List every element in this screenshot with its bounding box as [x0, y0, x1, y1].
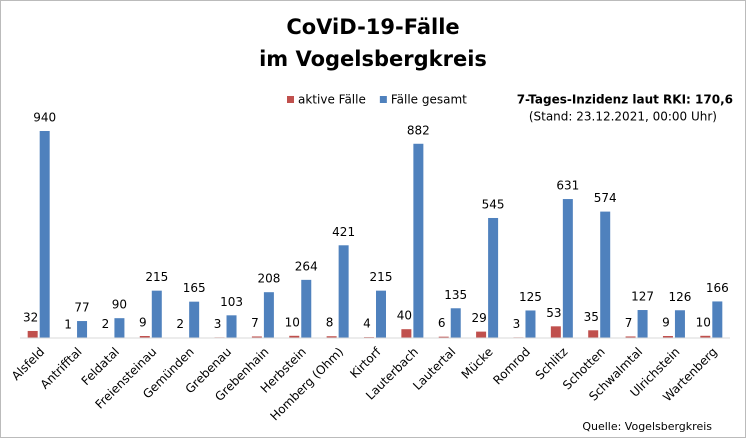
bar [301, 279, 312, 338]
annotation: 7-Tages-Inzidenz laut RKI: 170,6 [517, 93, 733, 107]
value-label: 2 [102, 317, 110, 331]
chart-title: im Vogelsbergkreis [259, 47, 487, 71]
bar [625, 336, 636, 338]
bar [550, 326, 561, 338]
bar [476, 331, 487, 338]
legend-swatch [287, 96, 294, 103]
value-label: 940 [33, 111, 56, 125]
value-label: 29 [471, 311, 486, 325]
bar [488, 217, 499, 338]
value-label: 6 [438, 316, 446, 330]
bar [588, 330, 599, 338]
bar [674, 310, 685, 338]
value-label: 8 [326, 316, 334, 330]
value-label: 135 [444, 288, 467, 302]
value-label: 77 [74, 301, 89, 315]
bar [401, 329, 412, 338]
bar [27, 330, 38, 338]
bar [263, 292, 274, 338]
bar [226, 315, 237, 338]
value-label: 9 [139, 316, 147, 330]
value-label: 3 [214, 317, 222, 331]
bar [251, 336, 262, 338]
bar [450, 308, 461, 338]
bar [712, 301, 723, 338]
value-label: 165 [183, 281, 206, 295]
value-label: 40 [397, 309, 412, 323]
bar [637, 310, 648, 338]
bar [77, 321, 88, 338]
value-label: 208 [257, 272, 280, 286]
source: Quelle: Vogelsbergkreis [582, 420, 712, 433]
bar [562, 199, 573, 338]
value-label: 127 [631, 290, 654, 304]
bar [39, 131, 50, 338]
value-label: 9 [662, 316, 670, 330]
value-label: 32 [23, 310, 38, 324]
bar [376, 290, 386, 338]
value-label: 7 [251, 316, 259, 330]
value-label: 4 [363, 317, 371, 331]
value-label: 421 [332, 225, 355, 239]
legend-label: Fälle gesamt [391, 93, 467, 107]
value-label: 103 [220, 295, 243, 309]
annotation: (Stand: 23.12.2021, 00:00 Uhr) [529, 110, 717, 124]
legend-swatch [379, 96, 387, 103]
value-label: 166 [706, 281, 729, 295]
value-label: 10 [696, 315, 711, 329]
value-label: 53 [546, 306, 561, 320]
value-label: 126 [668, 290, 691, 304]
bar [413, 143, 424, 338]
value-label: 574 [594, 191, 617, 205]
bar [438, 336, 449, 338]
bar [189, 301, 200, 338]
bar [338, 245, 349, 338]
bar [114, 318, 125, 338]
bar [525, 310, 536, 338]
value-label: 35 [584, 310, 599, 324]
value-label: 264 [295, 259, 318, 273]
value-label: 125 [519, 290, 542, 304]
bar [151, 290, 162, 338]
chart-title: CoViD-19-Fälle [286, 15, 459, 39]
value-label: 2 [176, 317, 184, 331]
value-label: 7 [625, 316, 633, 330]
legend-label: aktive Fälle [298, 93, 366, 107]
value-label: 215 [145, 270, 168, 284]
bar [700, 335, 711, 338]
value-label: 10 [285, 315, 300, 329]
value-label: 215 [370, 270, 393, 284]
value-label: 631 [556, 179, 579, 193]
value-label: 882 [407, 123, 430, 137]
value-label: 3 [513, 317, 521, 331]
bar [326, 336, 337, 338]
bar [662, 336, 673, 338]
value-label: 90 [112, 298, 127, 312]
value-label: 545 [482, 197, 505, 211]
bar [600, 211, 611, 338]
value-label: 1 [64, 317, 72, 331]
bar [289, 335, 300, 338]
bar [139, 336, 150, 338]
